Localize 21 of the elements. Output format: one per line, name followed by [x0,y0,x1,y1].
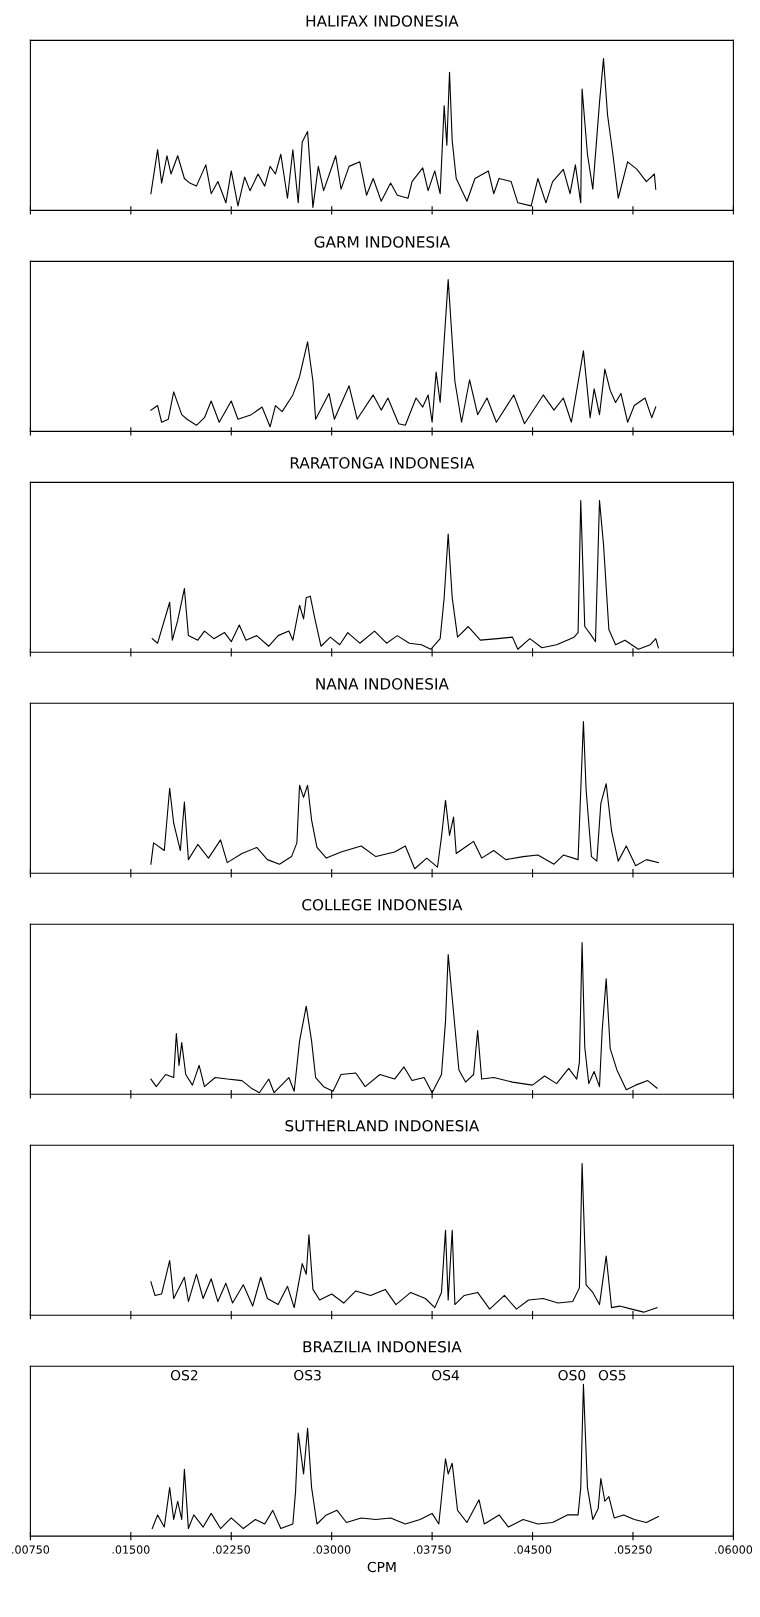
chart-title: NANA INDONESIA [316,678,449,690]
x-tick-label: .05250 [614,1545,652,1554]
text: OS0 [558,1369,586,1381]
x-tick-label: .03000 [313,1545,351,1554]
x-tick-label: .06000 [715,1545,753,1554]
chart-title: SUTHERLAND INDONESIA [285,1119,480,1132]
chart-title: RARATONGA INDONESIA [290,457,475,469]
chart-title: HALIFAX INDONESIA [306,15,459,27]
x-tick-label: .03750 [413,1545,451,1554]
text: OS4 [431,1369,460,1381]
x-tick-label: .04500 [514,1545,552,1554]
text: OS2 [170,1369,198,1381]
x-axis-title: CPM [367,1561,396,1573]
chart-title: GARM INDONESIA [314,236,450,248]
chart-title: COLLEGE INDONESIA [302,899,463,911]
x-tick-label: .00750 [12,1545,50,1554]
chart-title: BRAZILIA INDONESIA [303,1340,462,1353]
x-tick-label: .01500 [112,1545,150,1554]
x-tick-label: .02250 [213,1545,250,1554]
text: OS3 [294,1369,321,1381]
text: OS5 [598,1369,626,1381]
